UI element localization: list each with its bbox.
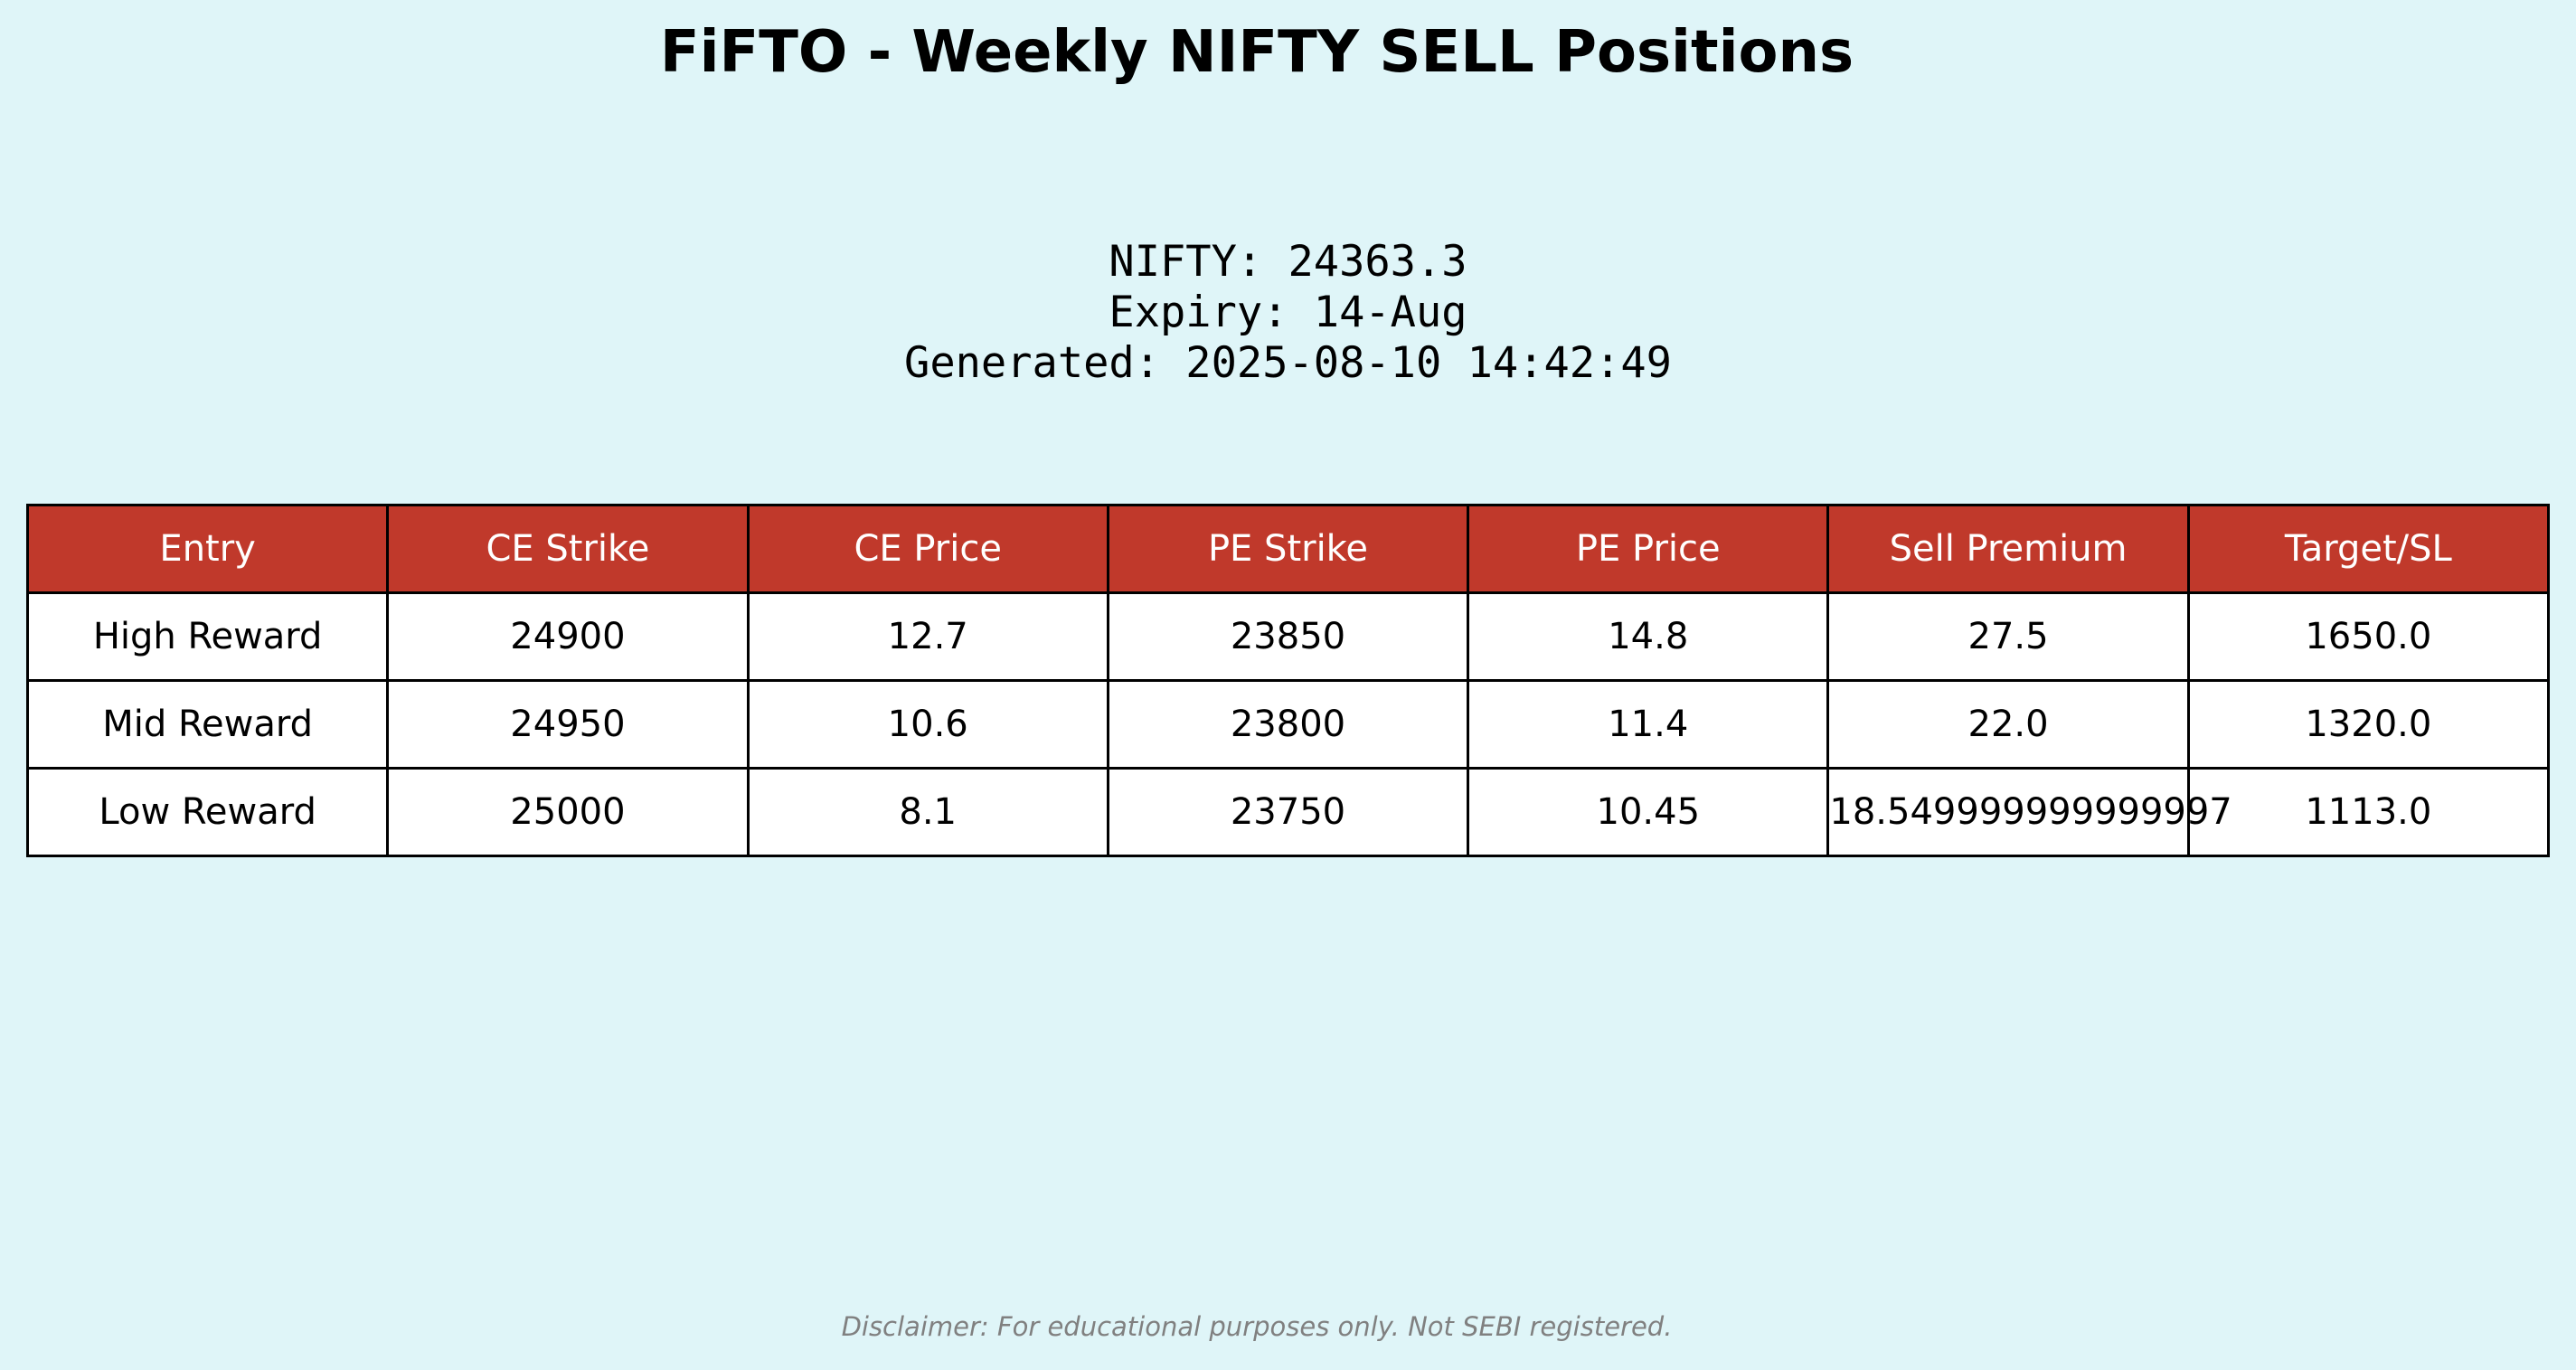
cell-ce-strike: 24950 [386,679,750,770]
positions-table: Entry CE Strike CE Price PE Strike PE Pr… [25,504,2551,857]
expiry-date: Expiry: 14-Aug [1109,288,1467,337]
cell-pe-strike: 23850 [1106,591,1470,682]
generated-timestamp: Generated: 2025-08-10 14:42:49 [904,338,1672,388]
cell-ce-strike: 25000 [386,767,750,857]
cell-pe-price: 11.4 [1467,679,1830,770]
header-pe-price: PE Price [1467,504,1830,594]
cell-pe-price: 10.45 [1467,767,1830,857]
cell-target-sl: 1320.0 [2186,679,2551,770]
header-ce-price: CE Price [746,504,1109,594]
cell-pe-price: 14.8 [1467,591,1830,682]
cell-sell-premium: 18.549999999999997 [1826,767,2232,857]
cell-ce-price: 10.6 [746,679,1109,770]
table-header-row: Entry CE Strike CE Price PE Strike PE Pr… [25,504,2551,594]
cell-ce-strike: 24900 [386,591,750,682]
nifty-level: NIFTY: 24363.3 [1109,237,1467,287]
cell-ce-price: 12.7 [746,591,1109,682]
market-info: NIFTY: 24363.3 Expiry: 14-Aug Generated:… [0,237,2576,389]
cell-entry: Low Reward [25,767,390,857]
header-pe-strike: PE Strike [1106,504,1470,594]
page-title: FiFTO - Weekly NIFTY SELL Positions [659,19,1854,86]
table-row: High Reward 24900 12.7 23850 14.8 27.5 1… [25,591,2551,682]
cell-ce-price: 8.1 [746,767,1109,857]
table-row: Low Reward 25000 8.1 23750 10.45 18.5499… [25,767,2551,857]
cell-sell-premium: 27.5 [1826,591,2190,682]
cell-pe-strike: 23800 [1106,679,1470,770]
header-target-sl: Target/SL [2186,504,2551,594]
cell-sell-premium: 22.0 [1826,679,2190,770]
cell-entry: Mid Reward [25,679,390,770]
header-entry: Entry [25,504,390,594]
cell-target-sl: 1650.0 [2186,591,2551,682]
disclaimer-text: Disclaimer: For educational purposes onl… [841,1311,1673,1342]
header-sell-premium: Sell Premium [1826,504,2190,594]
cell-pe-strike: 23750 [1106,767,1470,857]
header-ce-strike: CE Strike [386,504,750,594]
table-row: Mid Reward 24950 10.6 23800 11.4 22.0 13… [25,679,2551,770]
cell-target-sl: 1113.0 [2186,767,2551,857]
cell-entry: High Reward [25,591,390,682]
